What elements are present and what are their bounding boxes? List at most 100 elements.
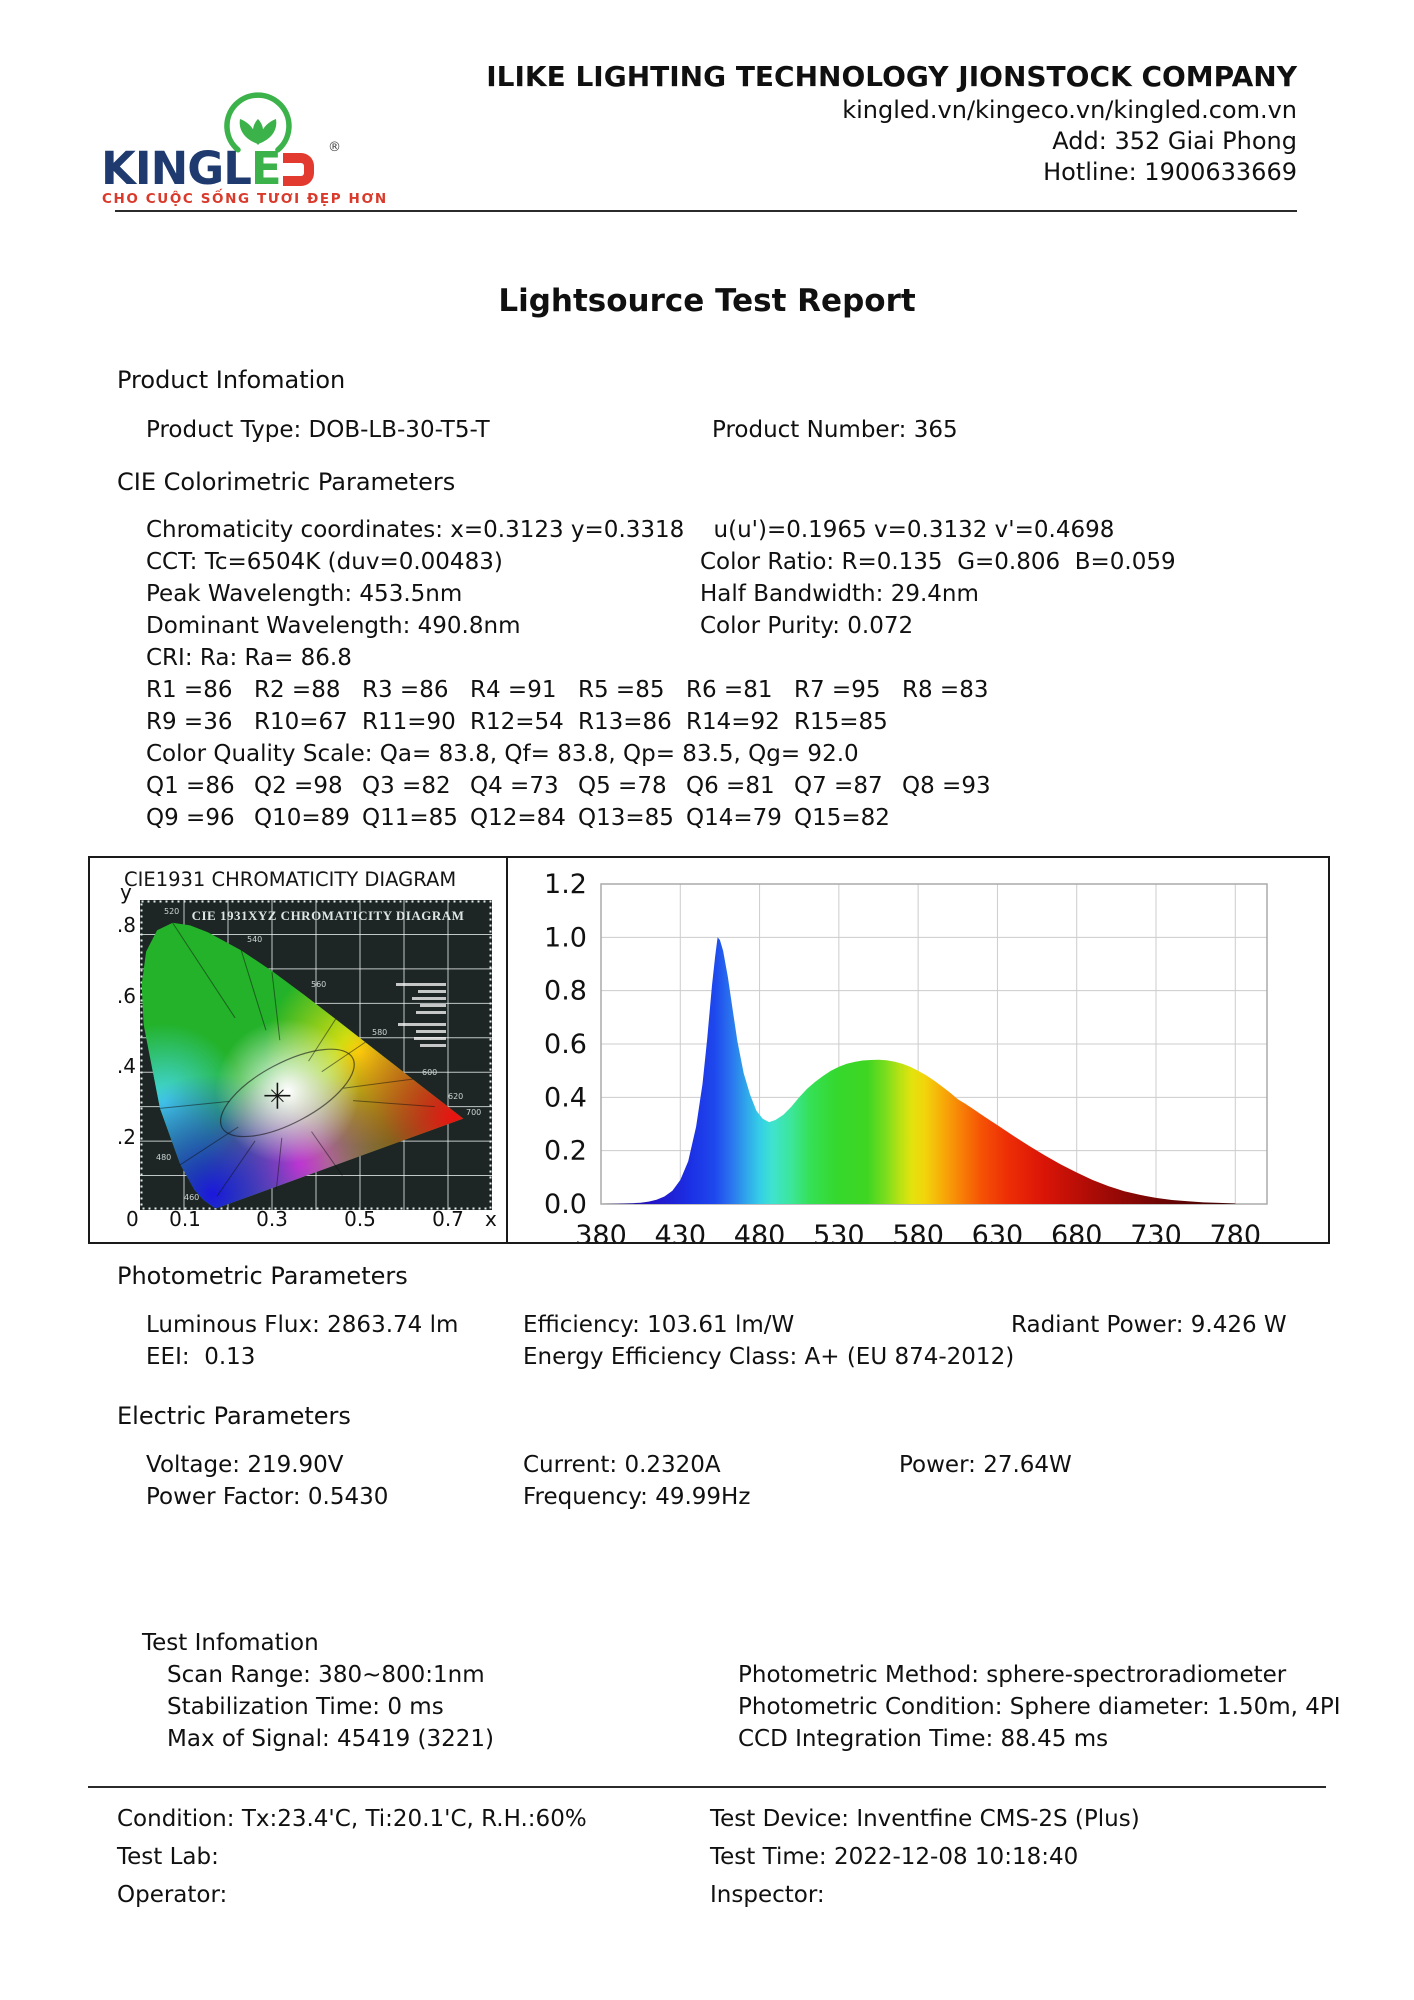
power: Power: 27.64W (899, 1452, 1072, 1478)
r-value: R14=92 (686, 709, 780, 735)
product-number: Product Number: 365 (712, 417, 958, 443)
q-value: Q11=85 (362, 805, 458, 831)
spectrum-chart-box: 1.2 1.0 0.8 0.6 0.4 0.2 0.0 380 430 480 530 580 630 6… (508, 856, 1330, 1244)
q-value: Q14=79 (686, 805, 782, 831)
q-value: Q15=82 (794, 805, 890, 831)
max-of-signal: Max of Signal: 45419 (3221) (167, 1726, 495, 1752)
r-value: R9 =36 (146, 709, 233, 735)
q-value: Q10=89 (254, 805, 350, 831)
svg-text:780: 780 (1210, 1220, 1262, 1242)
company-name: ILIKE LIGHTING TECHNOLOGY JIONSTOCK COMP… (486, 60, 1297, 93)
cqs-q-values-row1: Q1 =86 Q2 =98 Q3 =82 Q4 =73 Q5 =78 Q6 =8… (146, 773, 1010, 799)
r-value: R5 =85 (578, 677, 665, 703)
lotus-bulb-icon (224, 92, 292, 153)
svg-text:680: 680 (1051, 1220, 1103, 1242)
company-website: kingled.vn/kingeco.vn/kingled.com.vn (842, 96, 1297, 124)
cie-x-tick: 0.7 (432, 1207, 464, 1231)
cie-x-tick: 0 (126, 1207, 139, 1231)
kingled-logo: KINGLE ® CHO CUỘC SỐNG TƯƠI ĐẸP HƠN (95, 90, 388, 222)
ccd-integration-time: CCD Integration Time: 88.45 ms (738, 1726, 1109, 1752)
svg-text:700: 700 (466, 1108, 481, 1117)
svg-text:460: 460 (184, 1193, 199, 1202)
cie-y-tick: .4 (116, 1054, 136, 1078)
r-value: R2 =88 (254, 677, 341, 703)
cri-value: CRI: Ra: Ra= 86.8 (146, 645, 352, 671)
radiant-power: Radiant Power: 9.426 W (1011, 1312, 1287, 1338)
test-condition: Condition: Tx:23.4'C, Ti:20.1'C, R.H.:60… (117, 1806, 587, 1832)
logo-text-kingl: KINGL (101, 142, 252, 195)
svg-text:520: 520 (164, 907, 179, 916)
voltage: Voltage: 219.90V (146, 1452, 344, 1478)
electric-heading: Electric Parameters (117, 1402, 351, 1430)
r-value: R15=85 (794, 709, 888, 735)
r-value: R12=54 (470, 709, 564, 735)
energy-efficiency-class: Energy Efficiency Class: A+ (EU 874-2012… (523, 1344, 1015, 1370)
stabilization-time: Stabilization Time: 0 ms (167, 1694, 444, 1720)
q-value: Q3 =82 (362, 773, 451, 799)
company-address: Add: 352 Giai Phong (1052, 127, 1297, 155)
cie-x-tick: 0.1 (169, 1207, 201, 1231)
cct-value: CCT: Tc=6504K (duv=0.00483) (146, 549, 503, 575)
r-value: R10=67 (254, 709, 348, 735)
cie-y-tick: .2 (116, 1125, 136, 1149)
logo-text-e: E (250, 142, 282, 195)
q-value: Q5 =78 (578, 773, 667, 799)
test-lab: Test Lab: (117, 1844, 219, 1870)
q-value: Q12=84 (470, 805, 566, 831)
logo-tagline: CHO CUỘC SỐNG TƯƠI ĐẸP HƠN (102, 191, 388, 207)
r-value: R13=86 (578, 709, 672, 735)
q-value: Q9 =96 (146, 805, 235, 831)
color-ratio: Color Ratio: R=0.135 G=0.806 B=0.059 (700, 549, 1176, 575)
cie-x-tick: 0.3 (256, 1207, 288, 1231)
scan-range: Scan Range: 380~800:1nm (167, 1662, 485, 1688)
svg-text:380: 380 (575, 1220, 627, 1242)
color-purity: Color Purity: 0.072 (700, 613, 914, 639)
operator: Operator: (117, 1882, 228, 1908)
cie-diagram-box: CIE1931 CHROMATICITY DIAGRAM y .8 .6 .4 … (88, 856, 508, 1244)
q-value: Q1 =86 (146, 773, 235, 799)
r-value: R11=90 (362, 709, 456, 735)
company-hotline: Hotline: 1900633669 (1043, 158, 1297, 186)
test-device: Test Device: Inventfine CMS-2S (Plus) (710, 1806, 1140, 1832)
page-title: Lightsource Test Report (498, 283, 916, 319)
svg-text:480: 480 (734, 1220, 786, 1242)
cie-y-tick: .8 (116, 913, 136, 937)
product-type: Product Type: DOB-LB-30-T5-T (146, 417, 490, 443)
frequency: Frequency: 49.99Hz (523, 1484, 751, 1510)
photometric-heading: Photometric Parameters (117, 1262, 408, 1290)
svg-text:580: 580 (372, 1028, 387, 1037)
cri-r-values-row2: R9 =36 R10=67 R11=90 R12=54 R13=86 R14=9… (146, 709, 1010, 735)
svg-text:0.8: 0.8 (544, 976, 587, 1007)
current: Current: 0.2320A (523, 1452, 721, 1478)
r-value: R6 =81 (686, 677, 773, 703)
q-value: Q6 =81 (686, 773, 775, 799)
svg-text:540: 540 (247, 935, 262, 944)
luminous-flux: Luminous Flux: 2863.74 lm (146, 1312, 459, 1338)
header-rule (115, 210, 1297, 212)
efficiency: Efficiency: 103.61 lm/W (523, 1312, 795, 1338)
svg-text:630: 630 (972, 1220, 1024, 1242)
r-value: R1 =86 (146, 677, 233, 703)
peak-wavelength: Peak Wavelength: 453.5nm (146, 581, 463, 607)
svg-text:0.0: 0.0 (544, 1189, 587, 1220)
photometric-method: Photometric Method: sphere-spectroradiom… (738, 1662, 1287, 1688)
q-value: Q8 =93 (902, 773, 991, 799)
svg-text:620: 620 (448, 1092, 463, 1101)
logo-wordmark: KINGLE (101, 146, 314, 191)
svg-text:0.4: 0.4 (544, 1082, 587, 1113)
cie-y-axis-label: y (120, 880, 132, 904)
svg-text:730: 730 (1130, 1220, 1182, 1242)
svg-text:CIE 1931XYZ CHROMATICITY DIAGR: CIE 1931XYZ CHROMATICITY DIAGRAM (192, 908, 465, 923)
r-value: R4 =91 (470, 677, 557, 703)
chromaticity-coordinates: Chromaticity coordinates: x=0.3123 y=0.3… (146, 517, 1115, 543)
logo-d-shape (282, 153, 314, 186)
cie-diagram-title: CIE1931 CHROMATICITY DIAGRAM (124, 868, 457, 891)
q-value: Q4 =73 (470, 773, 559, 799)
r-value: R7 =95 (794, 677, 881, 703)
eei-value: EEI: 0.13 (146, 1344, 256, 1370)
q-value: Q2 =98 (254, 773, 343, 799)
r-value: R8 =83 (902, 677, 989, 703)
svg-text:600: 600 (422, 1068, 437, 1077)
cqs-q-values-row2: Q9 =96 Q10=89 Q11=85 Q12=84 Q13=85 Q14=7… (146, 805, 1010, 831)
